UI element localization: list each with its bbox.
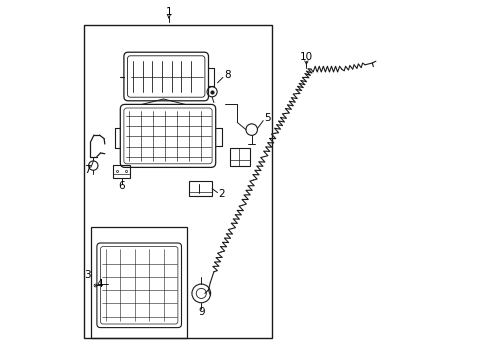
Bar — [230, 148, 249, 166]
Text: 9: 9 — [198, 307, 204, 317]
Bar — [188, 181, 212, 196]
Text: 1: 1 — [165, 6, 172, 17]
Text: 6: 6 — [118, 181, 125, 191]
Text: 8: 8 — [224, 70, 230, 80]
Text: 4: 4 — [96, 279, 102, 289]
Bar — [84, 25, 271, 338]
Text: 5: 5 — [264, 113, 270, 123]
Bar — [113, 165, 130, 178]
Bar — [91, 227, 186, 338]
Text: 2: 2 — [217, 189, 224, 199]
Text: 3: 3 — [84, 270, 91, 280]
Text: 10: 10 — [299, 52, 312, 62]
Text: 7: 7 — [84, 165, 90, 175]
